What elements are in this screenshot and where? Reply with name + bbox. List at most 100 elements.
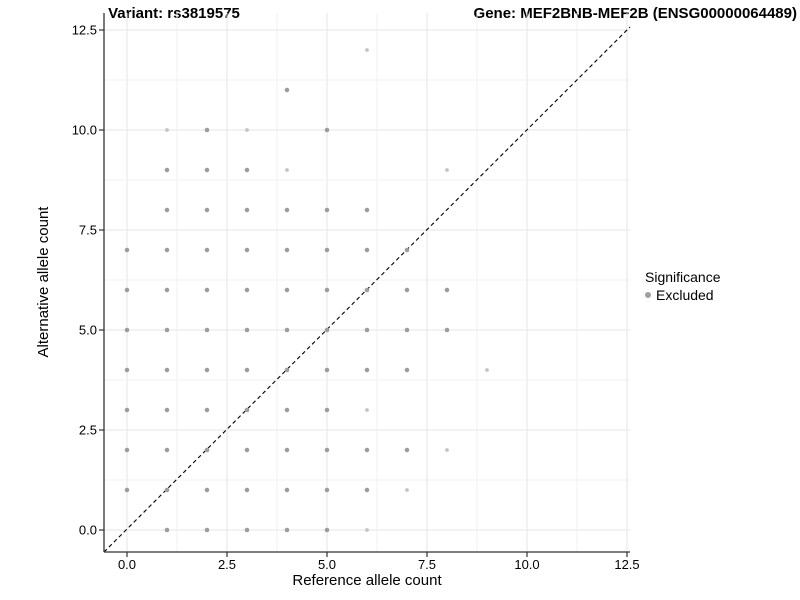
data-point [324,327,330,333]
legend: Significance Excluded [645,268,721,304]
data-point [324,527,330,533]
data-point [164,407,170,413]
data-point [324,287,330,293]
data-point [204,327,210,333]
data-point [445,168,449,172]
plot-title-gene: Gene: MEF2BNB-MEF2B (ENSG00000064489) [473,5,797,22]
data-point [124,407,130,413]
data-point [204,207,210,213]
data-point [364,447,370,453]
data-point [284,287,290,293]
circle-icon [645,292,651,298]
data-point [204,407,210,413]
data-point [204,167,210,173]
data-point [164,167,170,173]
y-tick-label: 2.5 [79,423,97,438]
data-point [204,487,210,493]
data-point [324,207,330,213]
data-point [285,168,289,172]
data-point [124,487,130,493]
data-point [244,287,250,293]
data-point [204,367,210,373]
data-point [364,367,370,373]
data-point [124,367,130,373]
data-point [165,128,169,132]
y-tick-label: 5.0 [79,323,97,338]
data-point [244,327,250,333]
plot-title-variant: Variant: rs3819575 [108,5,240,22]
data-point [324,407,330,413]
y-tick-label: 7.5 [79,223,97,238]
data-point [164,447,170,453]
gridlines [104,13,630,552]
data-point [244,207,250,213]
data-point [244,407,250,413]
data-point [364,287,370,293]
data-point [164,287,170,293]
data-point [204,247,210,253]
scatter-points [124,48,489,533]
data-point [444,287,450,293]
data-point [244,527,250,533]
data-point [324,247,330,253]
data-point [404,367,410,373]
data-point [364,487,370,493]
legend-item-label: Excluded [656,287,714,303]
data-point [245,128,249,132]
data-point [364,247,370,253]
data-point [364,327,370,333]
data-point [244,367,250,373]
data-point [324,127,330,133]
x-tick-label: 0.0 [118,557,136,572]
data-point [164,327,170,333]
data-point [204,287,210,293]
data-point [164,487,170,493]
x-tick-label: 7.5 [418,557,436,572]
data-point [284,87,290,93]
data-point [324,487,330,493]
y-axis-title: Alternative allele count [35,206,52,358]
data-point [284,527,290,533]
x-tick-label: 5.0 [318,557,336,572]
data-point [284,327,290,333]
legend-item-excluded: Excluded [645,286,721,304]
data-point [124,247,130,253]
axes: 0.0 2.5 5.0 7.5 10.0 12.5 0.0 2.5 5.0 7.5 10.0 12.5 [72,13,640,572]
data-point [404,327,410,333]
x-tick-label: 12.5 [614,557,639,572]
data-point [164,527,170,533]
data-point [485,368,489,372]
data-point [124,447,130,453]
legend-title: Significance [645,269,721,285]
data-point [324,447,330,453]
x-tick-label: 10.0 [514,557,539,572]
data-point [284,487,290,493]
data-point [204,127,210,133]
data-point [204,527,210,533]
data-point [405,488,409,492]
data-point [404,447,410,453]
y-tick-label: 10.0 [72,123,97,138]
data-point [164,207,170,213]
data-point [324,367,330,373]
y-tick-label: 0.0 [79,523,97,538]
data-point [244,487,250,493]
data-point [284,407,290,413]
x-axis-title: Reference allele count [292,572,442,589]
data-point [204,447,210,453]
data-point [284,207,290,213]
data-point [404,287,410,293]
data-point [284,247,290,253]
data-point [244,247,250,253]
data-point [244,447,250,453]
data-point [284,447,290,453]
data-point [364,207,370,213]
data-point [244,167,250,173]
data-point [365,408,369,412]
data-point [164,367,170,373]
data-point [365,48,369,52]
data-point [284,367,290,373]
y-tick-label: 12.5 [72,23,97,38]
